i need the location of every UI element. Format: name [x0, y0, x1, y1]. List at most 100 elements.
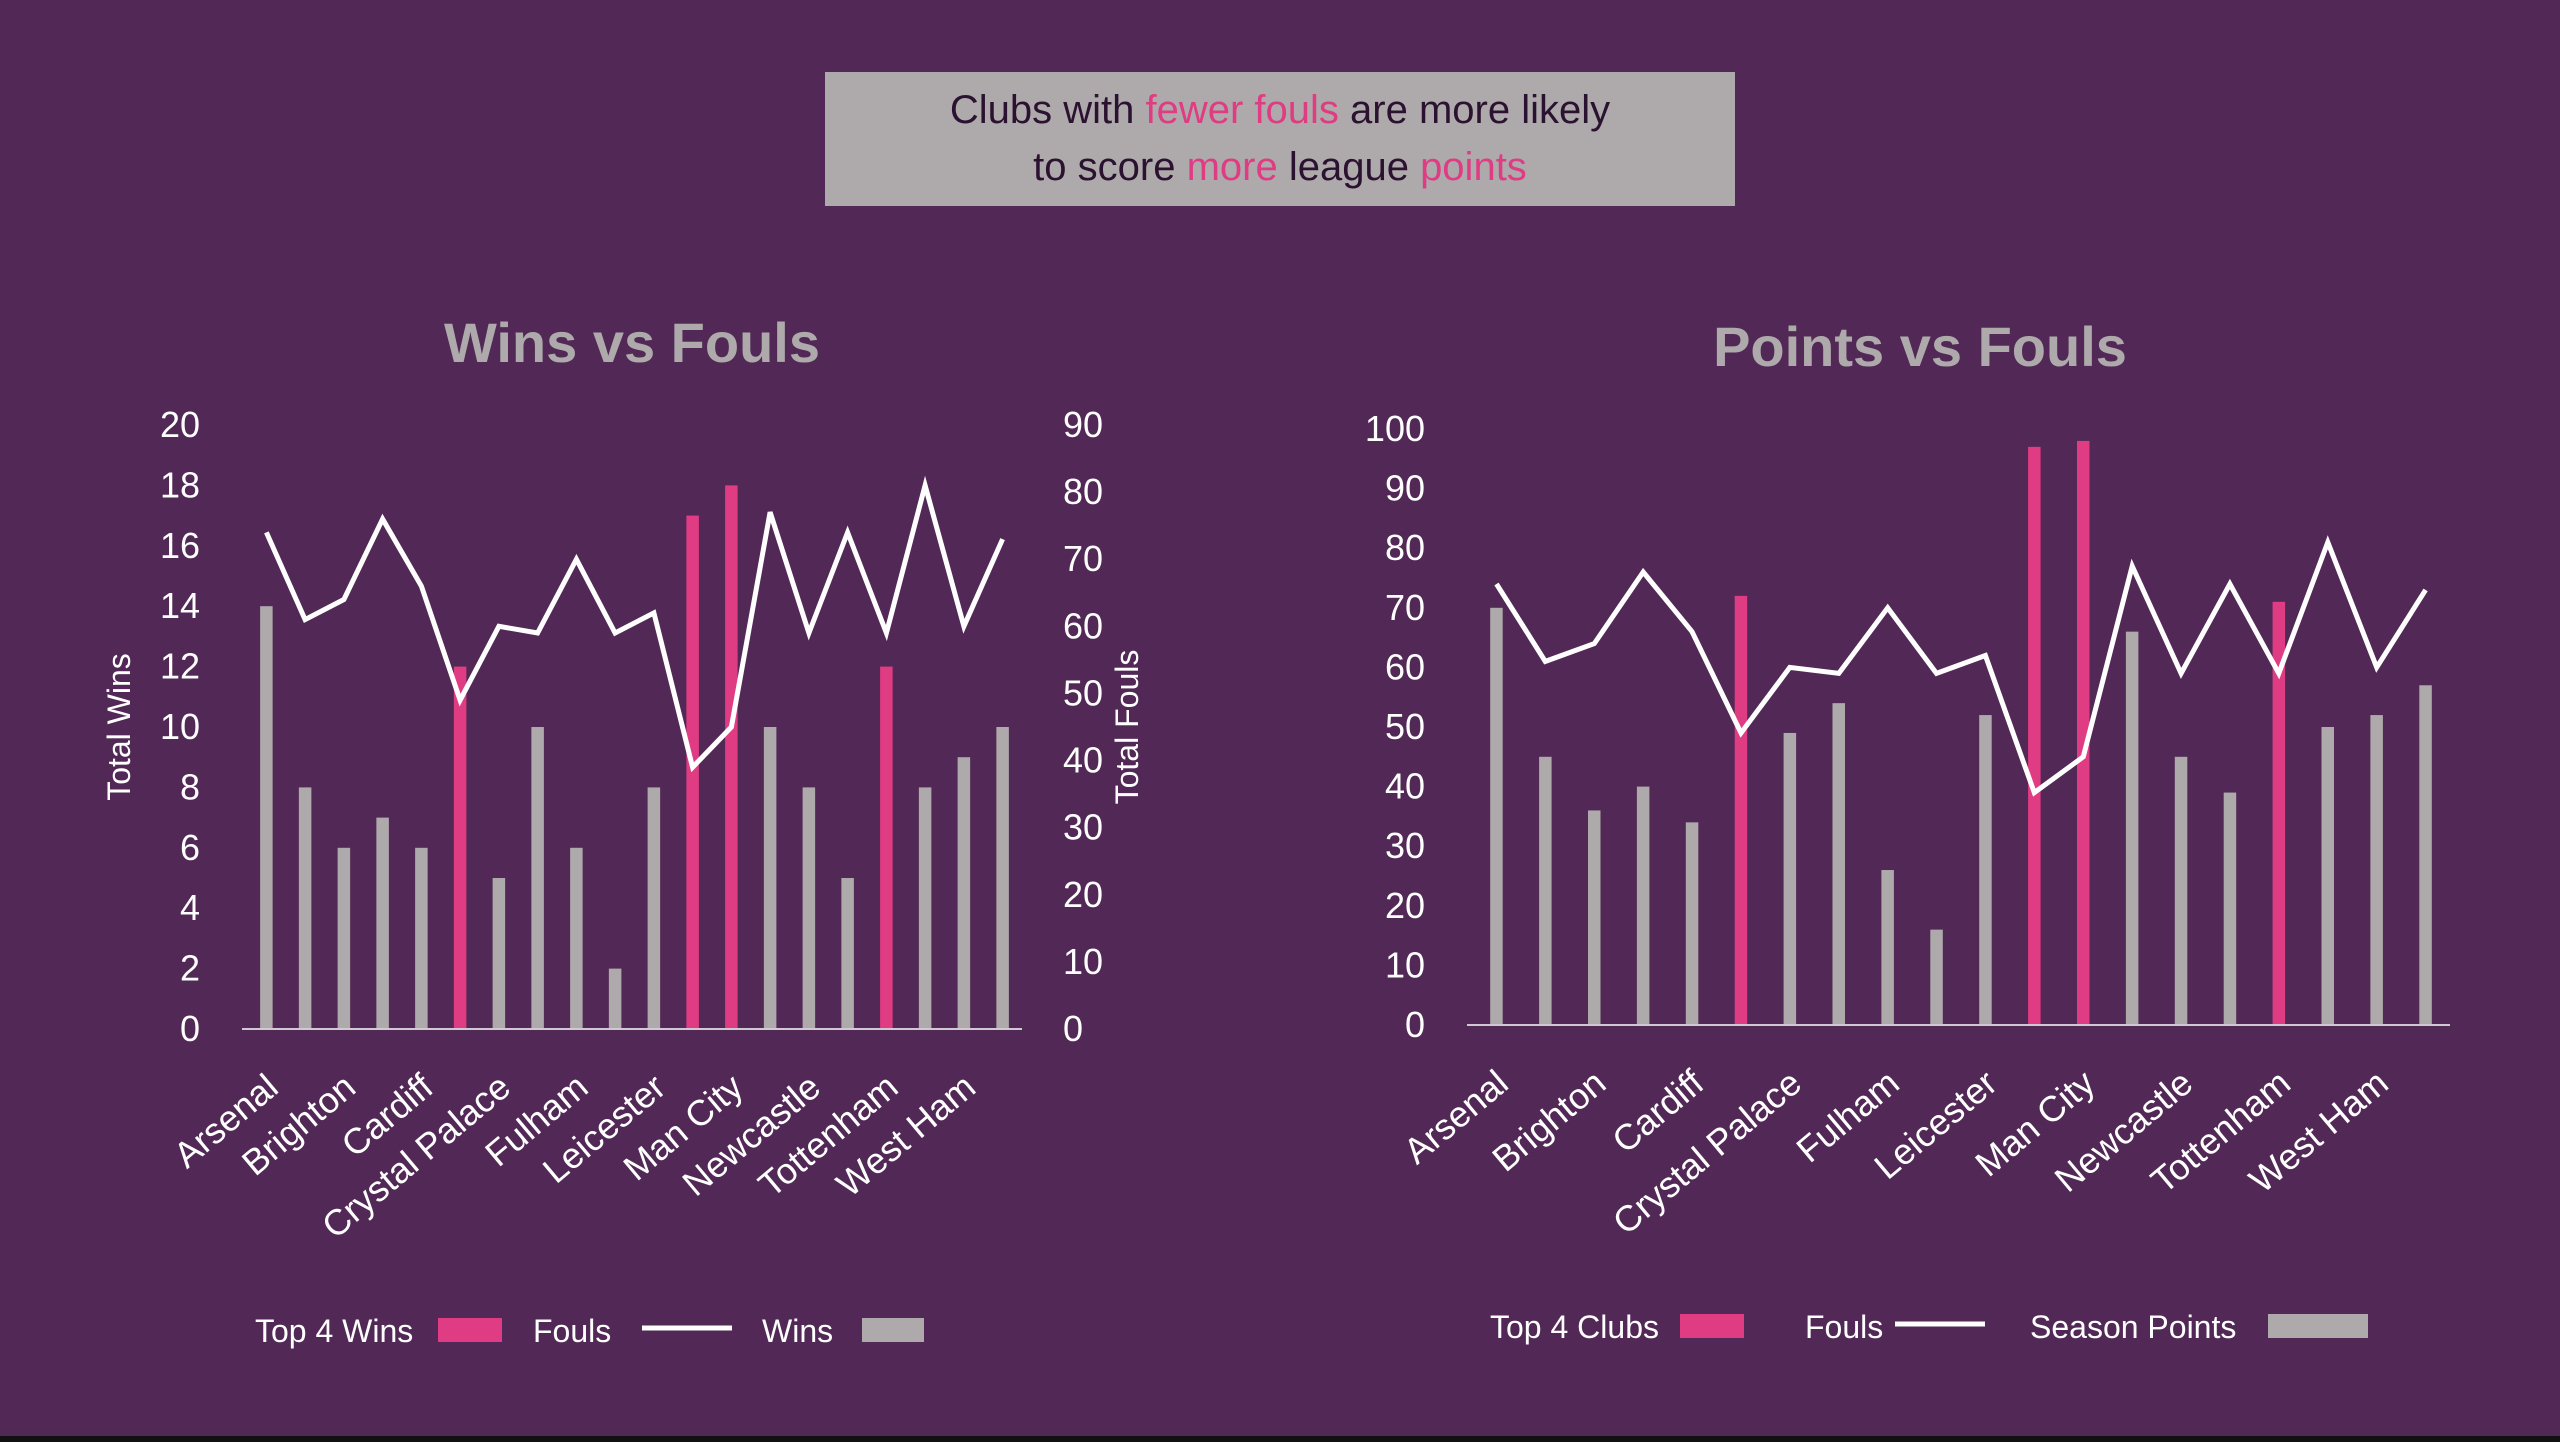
fouls-line — [264, 475, 1005, 773]
bar — [647, 787, 661, 1029]
top4-bar — [686, 515, 699, 1029]
bar — [1979, 715, 1992, 1025]
y-tick-label: 2 — [180, 948, 200, 989]
bar — [570, 847, 583, 1029]
y-tick-label: 4 — [180, 887, 200, 928]
legend-top4-label: Top 4 Clubs — [1490, 1309, 1659, 1345]
y2-axis-label: Total Fouls — [1109, 650, 1145, 805]
y-tick-label: 80 — [1385, 527, 1425, 568]
y2-tick-label: 50 — [1063, 672, 1103, 713]
chart-title: Wins vs Fouls — [444, 311, 820, 374]
y2-tick-label: 0 — [1063, 1008, 1083, 1049]
y-tick-label: 100 — [1365, 408, 1425, 449]
y-tick-label: 12 — [160, 646, 200, 687]
y-tick-label: 0 — [180, 1008, 200, 1049]
legend-top4-swatch — [438, 1318, 502, 1342]
headline-accent-text: more — [1186, 145, 1278, 189]
bar — [1930, 929, 1943, 1025]
y-tick-label: 50 — [1385, 706, 1425, 747]
fouls-line — [1494, 535, 2428, 797]
bar — [608, 968, 622, 1029]
y-tick-label: 90 — [1385, 468, 1425, 509]
y-tick-label: 0 — [1405, 1004, 1425, 1045]
y2-tick-label: 90 — [1063, 404, 1103, 445]
bar — [1636, 786, 1650, 1025]
bar — [957, 757, 971, 1029]
y2-tick-label: 10 — [1063, 941, 1103, 982]
y-tick-label: 70 — [1385, 587, 1425, 628]
bar — [2125, 631, 2139, 1025]
headline-accent-text: points — [1420, 145, 1527, 189]
bar — [492, 878, 506, 1029]
top4-bar — [725, 485, 738, 1029]
y-axis-label: Total Wins — [101, 653, 137, 801]
y-tick-label: 14 — [160, 585, 200, 626]
bar — [376, 817, 389, 1029]
legend-line-label: Fouls — [533, 1313, 611, 1349]
headline-line-2: to score more league points — [1033, 139, 1527, 196]
headline-box: Clubs with fewer fouls are more likely t… — [825, 72, 1735, 206]
headline-text: are more likely — [1338, 88, 1611, 132]
legend-top4-swatch — [1680, 1314, 1744, 1338]
headline-text: league — [1277, 145, 1421, 189]
y-tick-label: 30 — [1385, 825, 1425, 866]
top4-bar — [880, 666, 893, 1029]
headline-text: to score — [1033, 145, 1187, 189]
bar — [841, 878, 854, 1029]
bar — [1588, 810, 1601, 1025]
y-tick-label: 10 — [1385, 944, 1425, 985]
legend-bar-label: Wins — [762, 1313, 833, 1349]
y-tick-label: 16 — [160, 525, 200, 566]
bar — [2321, 727, 2334, 1025]
bar — [1685, 822, 1699, 1025]
bar — [918, 787, 932, 1029]
headline-text: Clubs with — [949, 88, 1146, 132]
top4-bar — [2028, 446, 2041, 1025]
y2-tick-label: 60 — [1063, 605, 1103, 646]
chart-title: Points vs Fouls — [1713, 315, 2127, 378]
y-tick-label: 20 — [1385, 885, 1425, 926]
y-tick-label: 6 — [180, 827, 200, 868]
bar — [2174, 756, 2188, 1025]
legend-bar-swatch — [2268, 1314, 2368, 1338]
y-tick-label: 60 — [1385, 646, 1425, 687]
y-tick-label: 18 — [160, 464, 200, 505]
headline-accent-text: fewer fouls — [1145, 88, 1339, 132]
y2-tick-label: 30 — [1063, 807, 1103, 848]
y-tick-label: 20 — [160, 404, 200, 445]
bar — [1490, 607, 1503, 1025]
bottom-edge-strip — [0, 1436, 2560, 1442]
bar — [763, 727, 777, 1029]
y-tick-label: 10 — [160, 706, 200, 747]
bar — [531, 727, 544, 1029]
legend-bar-swatch — [862, 1318, 924, 1342]
bar — [337, 847, 351, 1029]
y2-tick-label: 80 — [1063, 471, 1103, 512]
legend-line-label: Fouls — [1805, 1309, 1883, 1345]
bar — [260, 606, 273, 1029]
bar — [2370, 715, 2383, 1025]
bar — [415, 847, 428, 1029]
bar — [2419, 685, 2432, 1025]
bar — [1783, 732, 1797, 1025]
legend-bar-label: Season Points — [2030, 1309, 2236, 1345]
bar — [996, 727, 1009, 1029]
y-tick-label: 8 — [180, 766, 200, 807]
y2-tick-label: 40 — [1063, 740, 1103, 781]
top4-bar — [453, 666, 467, 1029]
top4-bar — [2272, 601, 2286, 1025]
top4-bar — [1734, 595, 1748, 1025]
headline-line-1: Clubs with fewer fouls are more likely — [950, 82, 1610, 139]
y-tick-label: 40 — [1385, 766, 1425, 807]
bar — [802, 787, 816, 1029]
bar — [298, 787, 312, 1029]
bar — [2223, 792, 2237, 1025]
bar — [1539, 756, 1552, 1025]
y2-tick-label: 20 — [1063, 874, 1103, 915]
top4-bar — [2077, 440, 2090, 1025]
legend-top4-label: Top 4 Wins — [255, 1313, 413, 1349]
bar — [1832, 703, 1845, 1025]
bar — [1881, 870, 1894, 1025]
